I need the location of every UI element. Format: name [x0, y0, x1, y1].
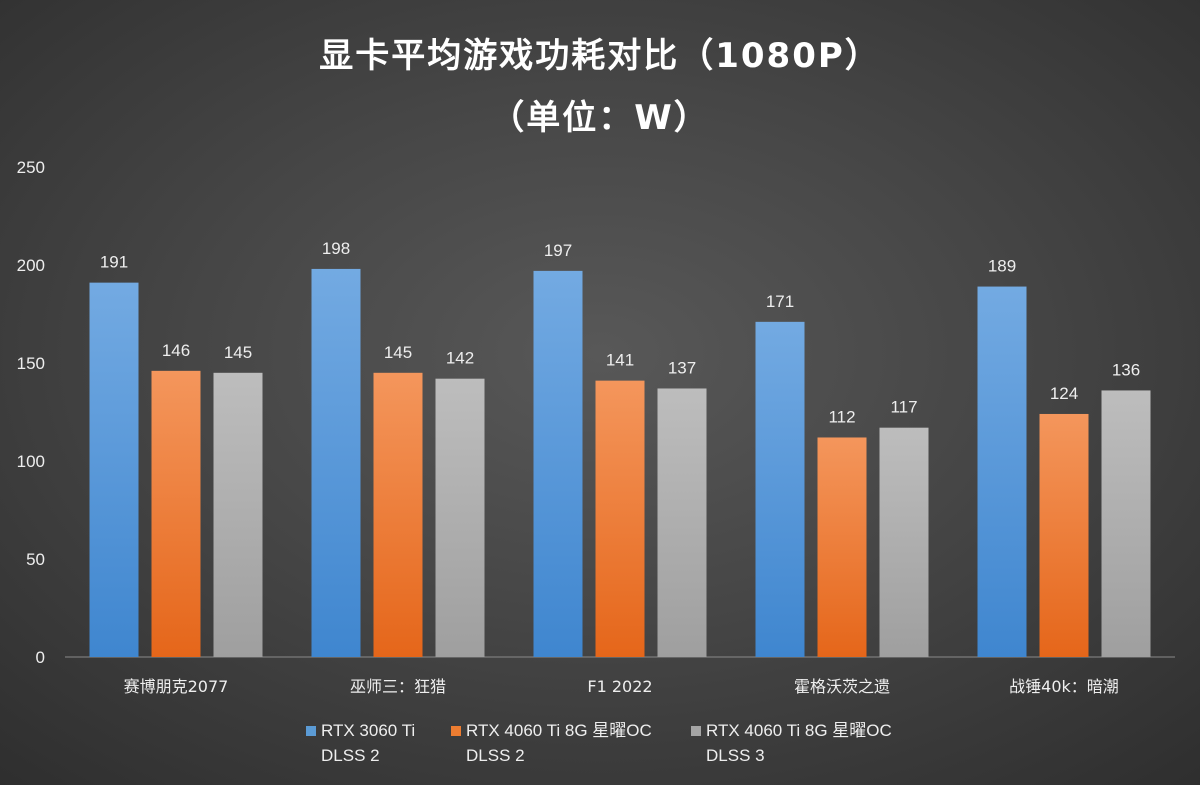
legend-item: RTX 3060 Ti DLSS 2 — [306, 718, 451, 768]
bar — [977, 286, 1027, 657]
legend-label: RTX 3060 Ti DLSS 2 — [321, 721, 416, 765]
bar — [533, 270, 583, 657]
bar — [89, 282, 139, 657]
data-label: 112 — [828, 407, 855, 426]
x-tick-label: 赛博朋克2077 — [124, 677, 229, 696]
bar — [1039, 413, 1089, 657]
bar — [435, 378, 485, 657]
legend: RTX 3060 Ti DLSS 2 RTX 4060 Ti 8G 星曜OC DLSS… — [306, 718, 921, 768]
bar — [373, 372, 423, 657]
data-label: 141 — [606, 351, 634, 370]
data-label: 136 — [1112, 360, 1140, 379]
bar — [213, 372, 263, 657]
chart-subtitle: （单位：W） — [490, 98, 710, 138]
y-tick-label: 100 — [17, 452, 45, 471]
legend-swatch — [451, 726, 461, 736]
data-label: 191 — [100, 253, 128, 272]
data-label: 117 — [890, 398, 917, 417]
bar — [755, 321, 805, 657]
x-tick-label: 巫师三：狂猎 — [350, 677, 446, 696]
bar — [151, 370, 201, 657]
legend-swatch — [306, 726, 316, 736]
bar — [817, 437, 867, 657]
x-tick-label: 战锤40k：暗潮 — [1009, 677, 1119, 696]
legend-item: RTX 4060 Ti 8G 星曜OC DLSS 2 — [451, 718, 691, 768]
data-label: 145 — [224, 343, 252, 362]
data-label: 137 — [668, 358, 696, 377]
bar — [311, 268, 361, 657]
bar — [595, 380, 645, 657]
x-tick-label: F1 2022 — [587, 677, 652, 696]
bar — [879, 427, 929, 657]
legend-label: RTX 4060 Ti 8G 星曜OC DLSS 3 — [706, 721, 892, 765]
x-tick-label: 霍格沃茨之遗 — [794, 677, 890, 696]
y-tick-label: 150 — [17, 354, 45, 373]
y-tick-label: 50 — [26, 550, 45, 569]
y-tick-label: 200 — [17, 256, 45, 275]
bar — [1101, 390, 1151, 657]
data-label: 146 — [162, 341, 190, 360]
data-label: 198 — [322, 239, 350, 258]
chart-title: 显卡平均游戏功耗对比（1080P） — [319, 36, 881, 76]
data-label: 145 — [384, 343, 412, 362]
data-label: 142 — [446, 349, 474, 368]
y-tick-label: 250 — [17, 158, 45, 177]
data-label: 171 — [766, 292, 794, 311]
y-tick-label: 0 — [36, 648, 45, 667]
legend-label: RTX 4060 Ti 8G 星曜OC DLSS 2 — [466, 721, 652, 765]
data-label: 197 — [544, 241, 572, 260]
bar — [657, 388, 707, 657]
data-label: 124 — [1050, 384, 1078, 403]
legend-item: RTX 4060 Ti 8G 星曜OC DLSS 3 — [691, 718, 921, 768]
data-label: 189 — [988, 257, 1016, 276]
legend-swatch — [691, 726, 701, 736]
